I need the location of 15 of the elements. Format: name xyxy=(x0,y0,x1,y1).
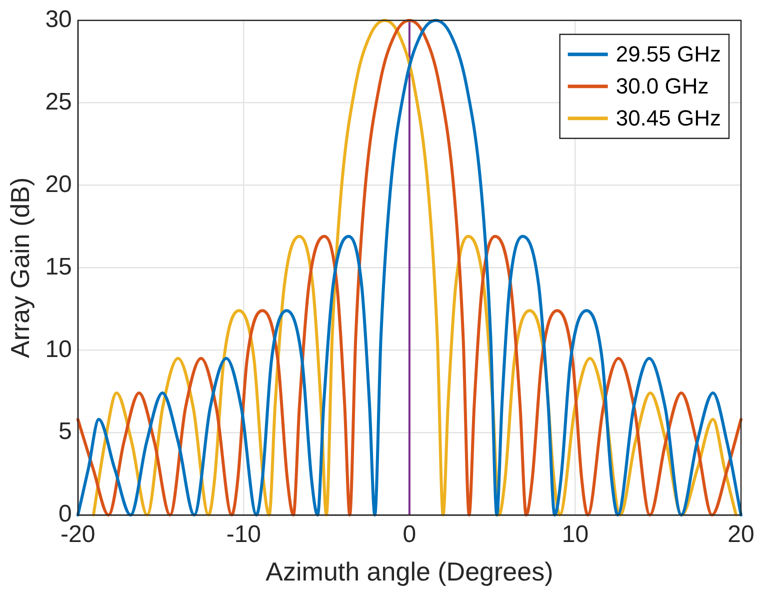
y-tick-label: 30 xyxy=(45,6,72,34)
x-axis-title: Azimuth angle (Degrees) xyxy=(266,556,554,587)
y-tick-label: 25 xyxy=(45,88,72,116)
x-tick-label: 10 xyxy=(562,521,589,548)
y-tick-label: 5 xyxy=(58,418,72,446)
y-tick-label: 15 xyxy=(45,253,72,280)
y-tick-label: 20 xyxy=(45,170,72,198)
legend-label: 30.45 GHz xyxy=(616,105,722,130)
x-tick-label: 20 xyxy=(728,521,754,548)
x-tick-label: 0 xyxy=(402,521,416,548)
legend-label: 29.55 GHz xyxy=(616,41,722,66)
y-tick-label: 10 xyxy=(45,336,72,363)
y-axis-title: Array Gain (dB) xyxy=(4,177,35,358)
x-tick-label: -10 xyxy=(226,521,262,548)
legend-label: 30.0 GHz xyxy=(616,73,709,98)
